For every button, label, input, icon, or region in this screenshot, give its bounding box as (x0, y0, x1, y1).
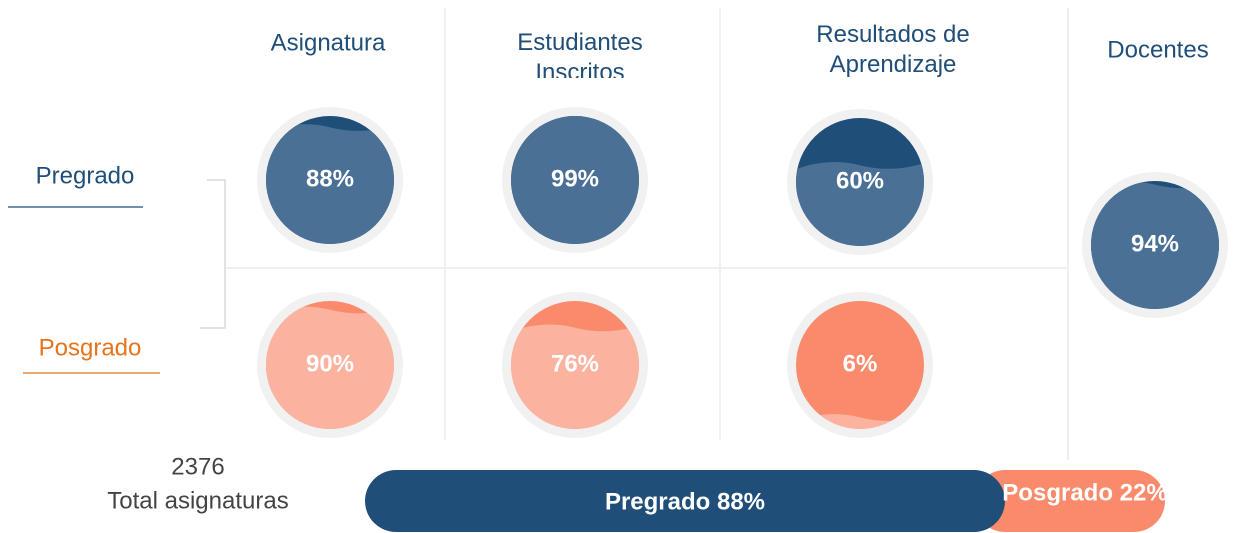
title-line: Aprendizaje (830, 51, 957, 78)
gauge-label: 76% (551, 350, 599, 377)
gauge-fill (796, 162, 924, 246)
gauge-fill (511, 324, 639, 429)
gauge-label: 6% (843, 350, 878, 377)
gauge (511, 116, 639, 244)
gauge (796, 118, 924, 246)
column-title: Resultados de Aprendizaje (816, 21, 969, 78)
gauge (266, 301, 394, 429)
gauge-label: 88% (306, 165, 354, 192)
gauge-label: 60% (836, 167, 884, 194)
title-line: Inscritos (535, 59, 624, 86)
row-label: Pregrado (36, 162, 135, 189)
column-title: Estudiantes Inscritos (517, 29, 642, 86)
total-value: 2376 (171, 453, 224, 480)
title-line: Estudiantes (517, 29, 642, 56)
gauge-fill (1091, 181, 1219, 309)
gauge (796, 301, 924, 429)
bar-segment (365, 470, 1005, 532)
gauge (1091, 181, 1219, 309)
gauge-bg (796, 301, 924, 429)
gauge (511, 301, 639, 429)
gauge-label: 90% (306, 350, 354, 377)
bar-label: Posgrado 22% (1002, 479, 1167, 506)
gauge (266, 116, 394, 244)
gauge-label: 99% (551, 165, 599, 192)
row-label: Posgrado (39, 334, 142, 361)
bar-segment (974, 470, 1165, 532)
gauge-label: 94% (1131, 230, 1179, 257)
gauge-fill (266, 306, 394, 429)
column-title: Docentes (1107, 36, 1208, 63)
bracket (200, 179, 226, 329)
bar-label: Pregrado 88% (605, 488, 765, 515)
gauge-fill (511, 116, 639, 244)
total-label: Total asignaturas (107, 487, 288, 514)
gauge-fill (266, 124, 394, 244)
dividers (225, 8, 1069, 460)
title-line: Resultados de (816, 21, 969, 48)
column-title: Asignatura (271, 29, 386, 56)
